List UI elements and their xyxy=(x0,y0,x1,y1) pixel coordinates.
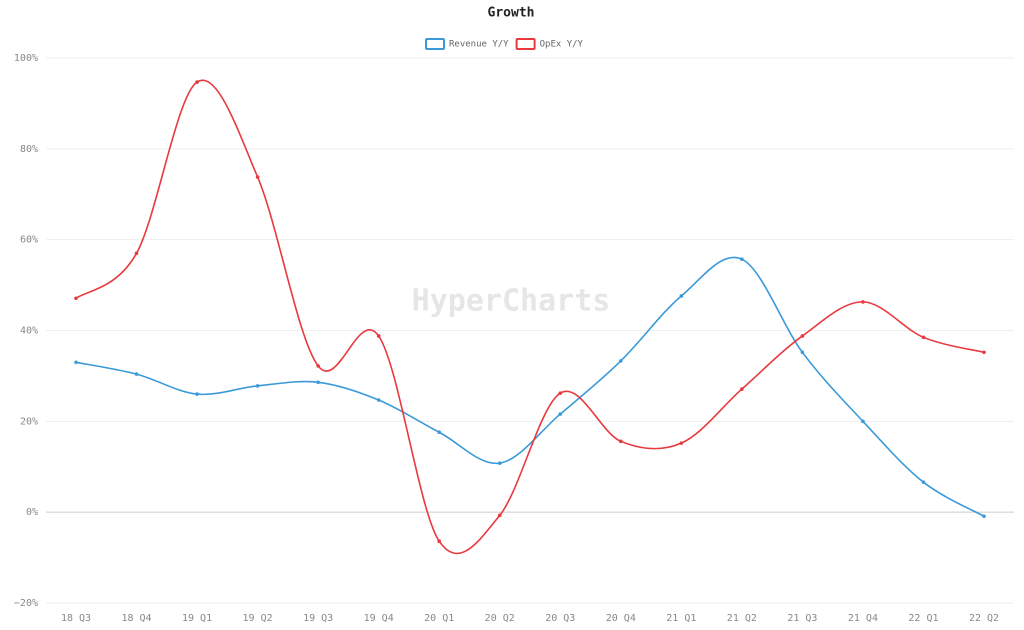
point-marker xyxy=(497,461,502,465)
point-marker xyxy=(740,257,744,261)
x-tick-label: 20 Q4 xyxy=(606,613,636,624)
point-marker xyxy=(861,300,865,304)
x-tick-label: 21 Q1 xyxy=(666,613,696,624)
point-marker xyxy=(497,513,502,518)
legend-text: Revenue Y/Y xyxy=(449,40,509,50)
y-tick-label: 60% xyxy=(20,235,38,246)
x-tick-label: 19 Q1 xyxy=(182,613,212,624)
x-tick-label: 21 Q4 xyxy=(848,613,878,624)
legend-swatch xyxy=(515,38,536,50)
x-tick-label: 22 Q2 xyxy=(969,613,999,624)
x-tick-label: 20 Q3 xyxy=(545,613,575,624)
y-tick-label: 100% xyxy=(14,53,38,64)
point-marker xyxy=(921,335,926,340)
y-tick-label: 40% xyxy=(20,326,38,337)
point-marker xyxy=(437,430,442,435)
point-marker xyxy=(74,360,78,365)
chart-title: Growth xyxy=(488,6,535,21)
legend-swatch xyxy=(425,38,445,50)
point-marker xyxy=(558,412,563,416)
y-tick-label: 80% xyxy=(20,144,38,155)
point-marker xyxy=(255,175,260,179)
point-marker xyxy=(982,350,986,355)
x-tick-label: 19 Q4 xyxy=(364,613,394,624)
x-tick-label: 21 Q2 xyxy=(727,613,757,624)
point-marker xyxy=(740,387,744,391)
point-marker xyxy=(558,391,563,395)
point-marker xyxy=(316,380,320,385)
point-marker xyxy=(619,439,623,444)
x-tick-label: 19 Q3 xyxy=(303,613,333,624)
x-tick-label: 18 Q3 xyxy=(61,613,91,624)
point-marker xyxy=(74,296,78,301)
point-marker xyxy=(861,419,865,424)
y-tick-label: −20% xyxy=(14,598,38,609)
point-marker xyxy=(679,294,684,298)
watermark: HyperCharts xyxy=(412,284,611,319)
point-marker xyxy=(316,364,320,368)
x-tick-label: 20 Q1 xyxy=(424,613,454,624)
x-tick-label: 20 Q2 xyxy=(485,613,515,624)
point-marker xyxy=(134,372,139,376)
x-tick-label: 22 Q1 xyxy=(908,613,938,624)
point-marker xyxy=(619,359,623,363)
point-marker xyxy=(800,334,805,338)
y-tick-label: 20% xyxy=(20,416,38,427)
point-marker xyxy=(921,480,926,484)
point-marker xyxy=(800,350,805,355)
legend-text: OpEx Y/Y xyxy=(540,40,584,50)
x-tick-label: 18 Q4 xyxy=(121,613,151,624)
point-marker xyxy=(195,392,199,396)
x-tick-label: 19 Q2 xyxy=(243,613,273,624)
y-tick-label: 0% xyxy=(26,507,38,518)
point-marker xyxy=(255,384,260,388)
x-tick-label: 21 Q3 xyxy=(787,613,817,624)
point-marker xyxy=(679,441,684,445)
point-marker xyxy=(195,80,199,84)
point-marker xyxy=(376,398,381,402)
point-marker xyxy=(376,334,381,338)
point-marker xyxy=(134,251,139,256)
point-marker xyxy=(982,514,986,519)
point-marker xyxy=(437,539,442,544)
